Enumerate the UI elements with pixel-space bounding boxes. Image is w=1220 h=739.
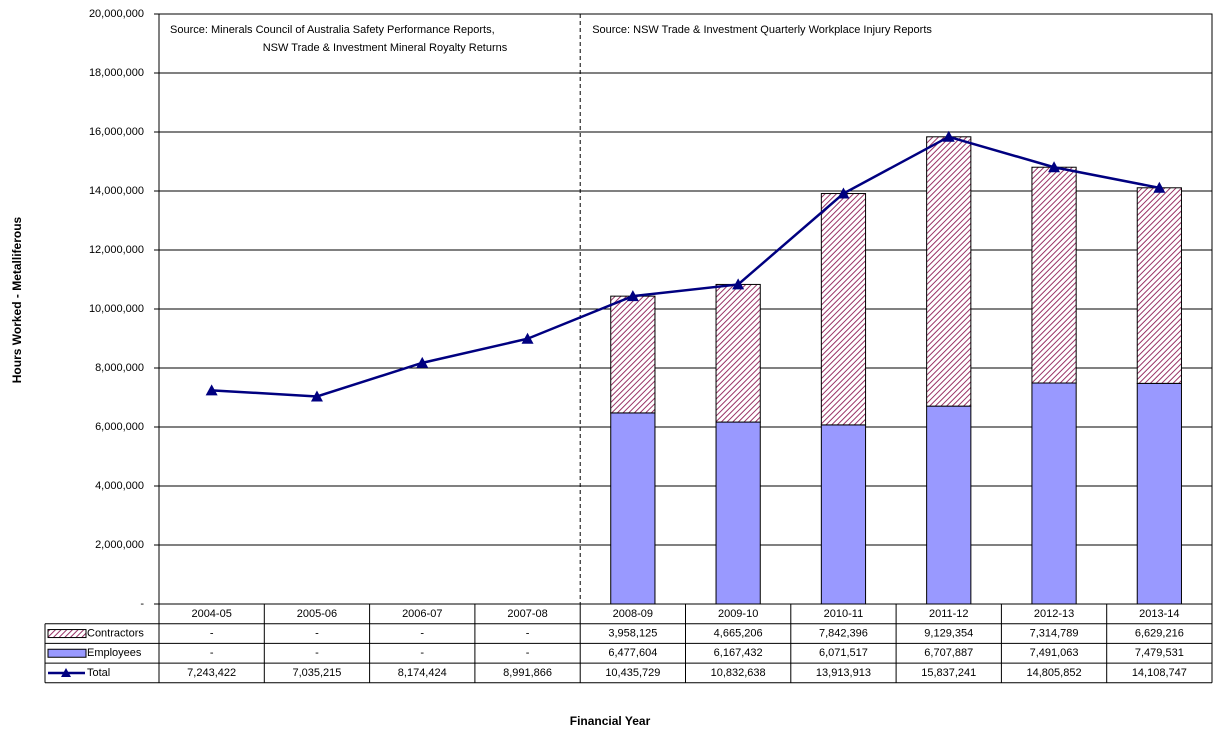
table-value: 6,629,216 xyxy=(1135,627,1184,639)
y-tick-label: 18,000,000 xyxy=(89,67,144,79)
line-marker xyxy=(1153,181,1166,193)
table-value: 8,174,424 xyxy=(398,667,447,679)
y-tick-label: 2,000,000 xyxy=(95,539,144,551)
line-marker xyxy=(310,390,323,402)
table-value: 7,243,422 xyxy=(187,667,236,679)
legend-key xyxy=(47,629,87,639)
table-value: - xyxy=(315,627,319,639)
table-value: 6,707,887 xyxy=(924,647,973,659)
bar xyxy=(1136,382,1182,605)
line-marker xyxy=(837,187,850,199)
line-marker xyxy=(626,290,639,302)
x-tick-label: 2004-05 xyxy=(191,608,231,620)
line-marker xyxy=(1048,161,1061,173)
table-value: 6,167,432 xyxy=(714,647,763,659)
table-value: - xyxy=(526,627,530,639)
bar xyxy=(1136,187,1182,384)
legend-label: Total xyxy=(87,667,110,679)
y-tick-label: 12,000,000 xyxy=(89,244,144,256)
y-tick-label: 4,000,000 xyxy=(95,480,144,492)
table-value: - xyxy=(315,647,319,659)
bar xyxy=(715,283,761,423)
line-marker xyxy=(205,384,218,396)
table-value: 6,477,604 xyxy=(608,647,657,659)
line-marker xyxy=(942,130,955,142)
x-tick-label: 2009-10 xyxy=(718,608,758,620)
line-marker xyxy=(416,356,429,368)
bar xyxy=(610,295,656,414)
table-value: 14,108,747 xyxy=(1132,667,1187,679)
table-value: 9,129,354 xyxy=(924,627,973,639)
table-value: 4,665,206 xyxy=(714,627,763,639)
x-tick-label: 2013-14 xyxy=(1139,608,1179,620)
x-tick-label: 2008-09 xyxy=(613,608,653,620)
x-tick-label: 2005-06 xyxy=(297,608,337,620)
bar xyxy=(610,412,656,605)
y-tick-label: 14,000,000 xyxy=(89,185,144,197)
bar xyxy=(1031,382,1077,605)
table-value: 13,913,913 xyxy=(816,667,871,679)
x-tick-label: 2012-13 xyxy=(1034,608,1074,620)
table-value: 10,832,638 xyxy=(711,667,766,679)
y-tick-label: 8,000,000 xyxy=(95,362,144,374)
table-value: 10,435,729 xyxy=(605,667,660,679)
table-value: 6,071,517 xyxy=(819,647,868,659)
x-tick-label: 2010-11 xyxy=(824,608,864,620)
legend-label: Contractors xyxy=(87,627,144,639)
x-tick-label: 2007-08 xyxy=(507,608,547,620)
y-tick-label: - xyxy=(140,598,144,610)
legend-label: Employees xyxy=(87,647,142,659)
y-tick-label: 6,000,000 xyxy=(95,421,144,433)
y-tick-label: 10,000,000 xyxy=(89,303,144,315)
x-axis-title: Financial Year xyxy=(570,714,651,728)
y-axis-title: Hours Worked - Metalliferous xyxy=(10,216,24,383)
table-value: - xyxy=(420,647,424,659)
y-tick-label: 16,000,000 xyxy=(89,126,144,138)
annotation: Source: NSW Trade & Investment Quarterly… xyxy=(592,24,932,36)
bar xyxy=(1031,166,1077,384)
x-tick-label: 2011-12 xyxy=(929,608,969,620)
table-value: 7,314,789 xyxy=(1030,627,1079,639)
table-value: - xyxy=(526,647,530,659)
line xyxy=(211,135,1160,398)
table-value: 7,035,215 xyxy=(292,667,341,679)
table-value: - xyxy=(210,647,214,659)
bar xyxy=(820,193,867,426)
table-value: 7,491,063 xyxy=(1030,647,1079,659)
legend-key xyxy=(47,648,87,658)
table-value: 15,837,241 xyxy=(921,667,976,679)
bar xyxy=(926,405,972,605)
x-tick-label: 2006-07 xyxy=(402,608,442,620)
table-value: 3,958,125 xyxy=(608,627,657,639)
table-value: - xyxy=(420,627,424,639)
y-tick-label: 20,000,000 xyxy=(89,8,144,20)
line-marker xyxy=(521,332,534,344)
legend-key xyxy=(61,667,71,677)
bar xyxy=(820,424,867,605)
table-value: 14,805,852 xyxy=(1027,667,1082,679)
annotation: NSW Trade & Investment Mineral Royalty R… xyxy=(263,42,508,54)
bar xyxy=(715,421,761,605)
bar xyxy=(926,136,972,407)
table-value: - xyxy=(210,627,214,639)
table-value: 7,479,531 xyxy=(1135,647,1184,659)
table-value: 7,842,396 xyxy=(819,627,868,639)
table-value: 8,991,866 xyxy=(503,667,552,679)
annotation: Source: Minerals Council of Australia Sa… xyxy=(170,24,495,36)
line-marker xyxy=(732,278,745,290)
